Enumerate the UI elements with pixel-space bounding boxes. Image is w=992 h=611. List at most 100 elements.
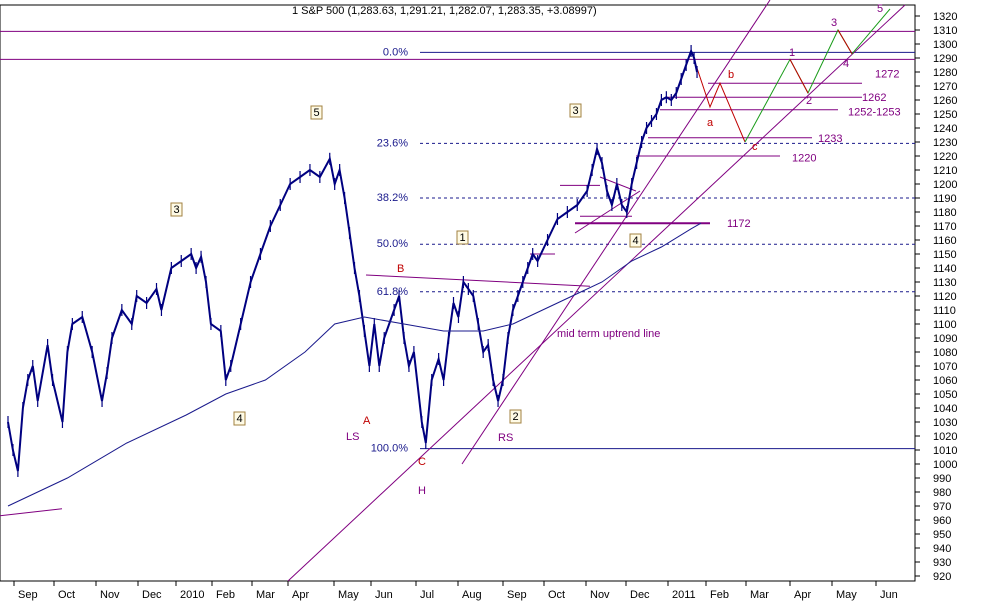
wave-label: RS: [498, 432, 513, 444]
y-tick-label: 1310: [933, 25, 957, 37]
y-tick-label: 1290: [933, 53, 957, 65]
y-tick-label: 1200: [933, 179, 957, 191]
mid-term-uptrend-line: [461, 0, 771, 465]
x-tick-label: Oct: [58, 589, 75, 601]
x-tick-label: Sep: [507, 589, 527, 601]
wave-box-label: 3: [173, 204, 179, 216]
y-tick-label: 1130: [933, 277, 957, 289]
fib-label: 61.8%: [377, 286, 408, 298]
wave-box: [569, 103, 582, 118]
y-tick-label: 1020: [933, 431, 957, 443]
wave-box-label: 1: [459, 232, 465, 244]
y-tick-label: 980: [933, 487, 951, 499]
x-tick-label: Dec: [630, 589, 650, 601]
x-tick-label: Jul: [420, 589, 434, 601]
fib-label: 0.0%: [383, 46, 408, 58]
x-tick-label: Apr: [292, 589, 309, 601]
abc-label: a: [707, 117, 714, 129]
y-tick-label: 1100: [933, 319, 957, 331]
y-tick-label: 1270: [933, 81, 957, 93]
y-tick-label: 1140: [933, 263, 957, 275]
uptrend-annotation: mid term uptrend line: [557, 328, 660, 340]
y-tick-label: 1300: [933, 39, 957, 51]
y-tick-label: 1050: [933, 389, 957, 401]
x-tick-label: Feb: [216, 589, 235, 601]
y-tick-label: 960: [933, 515, 951, 527]
y-tick-label: 990: [933, 473, 951, 485]
wave-box: [509, 409, 522, 424]
y-tick-label: 1070: [933, 361, 957, 373]
x-tick-label: Mar: [256, 589, 275, 601]
wave-label: 5: [877, 3, 883, 15]
wave-label: LS: [346, 431, 359, 443]
wave-label: 4: [843, 58, 849, 70]
y-tick-label: 1180: [933, 207, 957, 219]
wave-box: [170, 202, 183, 217]
y-tick-label: 950: [933, 529, 951, 541]
x-tick-label: May: [338, 589, 359, 601]
wave-box: [233, 411, 246, 426]
support-label: 1252-1253: [848, 106, 901, 118]
price-line: [7, 48, 698, 472]
left-trend-line: [0, 508, 63, 517]
moving-average-line: [7, 222, 702, 507]
y-tick-label: 1040: [933, 403, 957, 415]
y-tick-label: 1060: [933, 375, 957, 387]
abc-label: C: [418, 456, 426, 468]
y-tick-label: 1080: [933, 347, 957, 359]
wave-box: [629, 233, 642, 248]
wave-label: 1: [789, 47, 795, 59]
y-tick-label: 1120: [933, 291, 957, 303]
abc-label: B: [397, 263, 404, 275]
x-tick-label: Oct: [548, 589, 565, 601]
x-tick-label: Jun: [375, 589, 393, 601]
fib-label: 100.0%: [371, 443, 409, 455]
y-tick-label: 1160: [933, 235, 957, 247]
wave-label: H: [418, 485, 426, 497]
y-tick-label: 1090: [933, 333, 957, 345]
long-trend-line: [287, 4, 906, 582]
y-tick-label: 1030: [933, 417, 957, 429]
x-tick-label: Nov: [590, 589, 610, 601]
abc-label: b: [728, 69, 734, 81]
projected-red-seg: [789, 59, 809, 94]
y-tick-label: 1240: [933, 123, 957, 135]
x-tick-label: Feb: [710, 589, 729, 601]
annotation-layer: 5 3 3 4 1 4 2 LS RS H 3 5 4 1 2 A B Ca b c mid term uptrend …: [170, 3, 883, 497]
y-tick-label: 1250: [933, 109, 957, 121]
wave-box: [456, 230, 469, 245]
wave-box-label: 3: [572, 105, 578, 117]
y-tick-label: 970: [933, 501, 951, 513]
x-axis-labels: Sep Oct Nov Dec 2010 Feb Mar Apr May Jun Jul Aug Sep…: [13, 581, 898, 601]
wave-box-label: 4: [632, 235, 638, 247]
y-tick-label: 1210: [933, 165, 957, 177]
y-tick-label: 930: [933, 557, 951, 569]
x-tick-label: Mar: [750, 589, 769, 601]
wave-label: 2: [806, 95, 812, 107]
x-tick-label: 2011: [672, 589, 696, 601]
wave-box-label: 2: [512, 411, 518, 423]
projected-red-seg: [837, 29, 853, 55]
neckline: [365, 274, 591, 287]
wave-box-label: 5: [313, 107, 319, 119]
x-tick-label: May: [836, 589, 857, 601]
x-tick-label: Sep: [18, 589, 38, 601]
y-tick-label: 1150: [933, 249, 957, 261]
x-tick-label: Jun: [880, 589, 898, 601]
wave-box-label: 4: [236, 413, 242, 425]
y-tick-label: 1220: [933, 151, 957, 163]
y-tick-label: 920: [933, 571, 951, 583]
projected-green-path: [744, 8, 891, 143]
y-tick-label: 1000: [933, 459, 957, 471]
support-label: 1262: [862, 92, 886, 104]
support-label: 1172: [727, 218, 751, 230]
abc-label: A: [363, 415, 371, 427]
y-tick-label: 1320: [933, 11, 957, 23]
support-label: 1272: [875, 69, 899, 81]
fib-label: 50.0%: [377, 238, 408, 250]
y-tick-label: 1010: [933, 445, 957, 457]
fib-label: 38.2%: [377, 192, 408, 204]
x-tick-label: Apr: [794, 589, 811, 601]
y-tick-label: 1260: [933, 95, 957, 107]
